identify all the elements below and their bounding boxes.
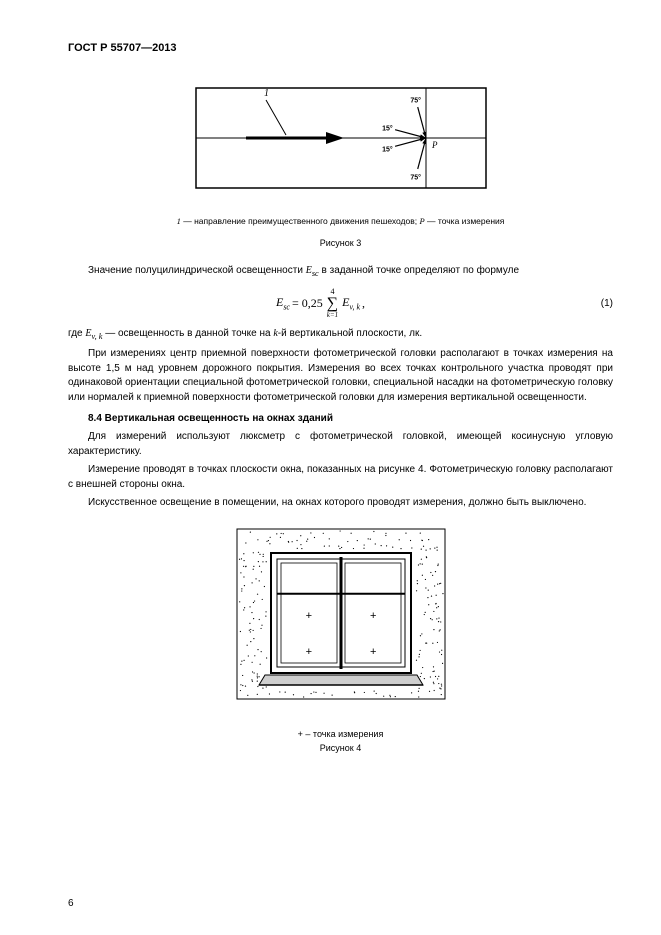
figure-3: 1 75° 15° 15° 75° P bbox=[68, 78, 613, 198]
doc-id: ГОСТ Р 55707—2013 bbox=[68, 42, 613, 54]
intro-para: Значение полуцилиндрической освещенности… bbox=[68, 264, 613, 280]
formula-number: (1) bbox=[573, 298, 613, 309]
svg-text:+: + bbox=[305, 646, 311, 658]
svg-text:+: + bbox=[305, 610, 311, 622]
section-8-4-p2: Измерение проводят в точках плоскости ок… bbox=[68, 463, 613, 492]
svg-text:P: P bbox=[431, 140, 438, 150]
section-8-4-p1: Для измерений используют люксметр с фото… bbox=[68, 430, 613, 459]
para-after-formula: При измерениях центр приемной поверхност… bbox=[68, 347, 613, 405]
where-line: где Ev, k — освещенность в данной точке … bbox=[68, 327, 613, 343]
svg-text:1: 1 bbox=[264, 88, 269, 99]
svg-text:+: + bbox=[369, 646, 375, 658]
svg-text:15°: 15° bbox=[382, 125, 393, 133]
figure-4-caption: + – точка измерения bbox=[298, 729, 384, 739]
formula-1: Esc = 0,25 4 ∑ k=1 Ev, k , (1) bbox=[68, 288, 613, 319]
section-8-4-p3: Искусственное освещение в помещении, на … bbox=[68, 496, 613, 511]
figure-4-title: Рисунок 4 bbox=[320, 743, 361, 753]
page-number: 6 bbox=[68, 898, 74, 909]
figure-3-title: Рисунок 3 bbox=[68, 238, 613, 248]
figure-3-caption: 1 — направление преимущественного движен… bbox=[68, 216, 613, 226]
svg-text:+: + bbox=[369, 610, 375, 622]
svg-text:75°: 75° bbox=[410, 174, 421, 182]
section-8-4-heading: 8.4 Вертикальная освещенность на окнах з… bbox=[68, 413, 613, 424]
svg-text:75°: 75° bbox=[410, 96, 421, 104]
svg-text:15°: 15° bbox=[382, 145, 393, 153]
figure-4: + + + + + – точка измерения Рисунок 4 bbox=[68, 523, 613, 763]
